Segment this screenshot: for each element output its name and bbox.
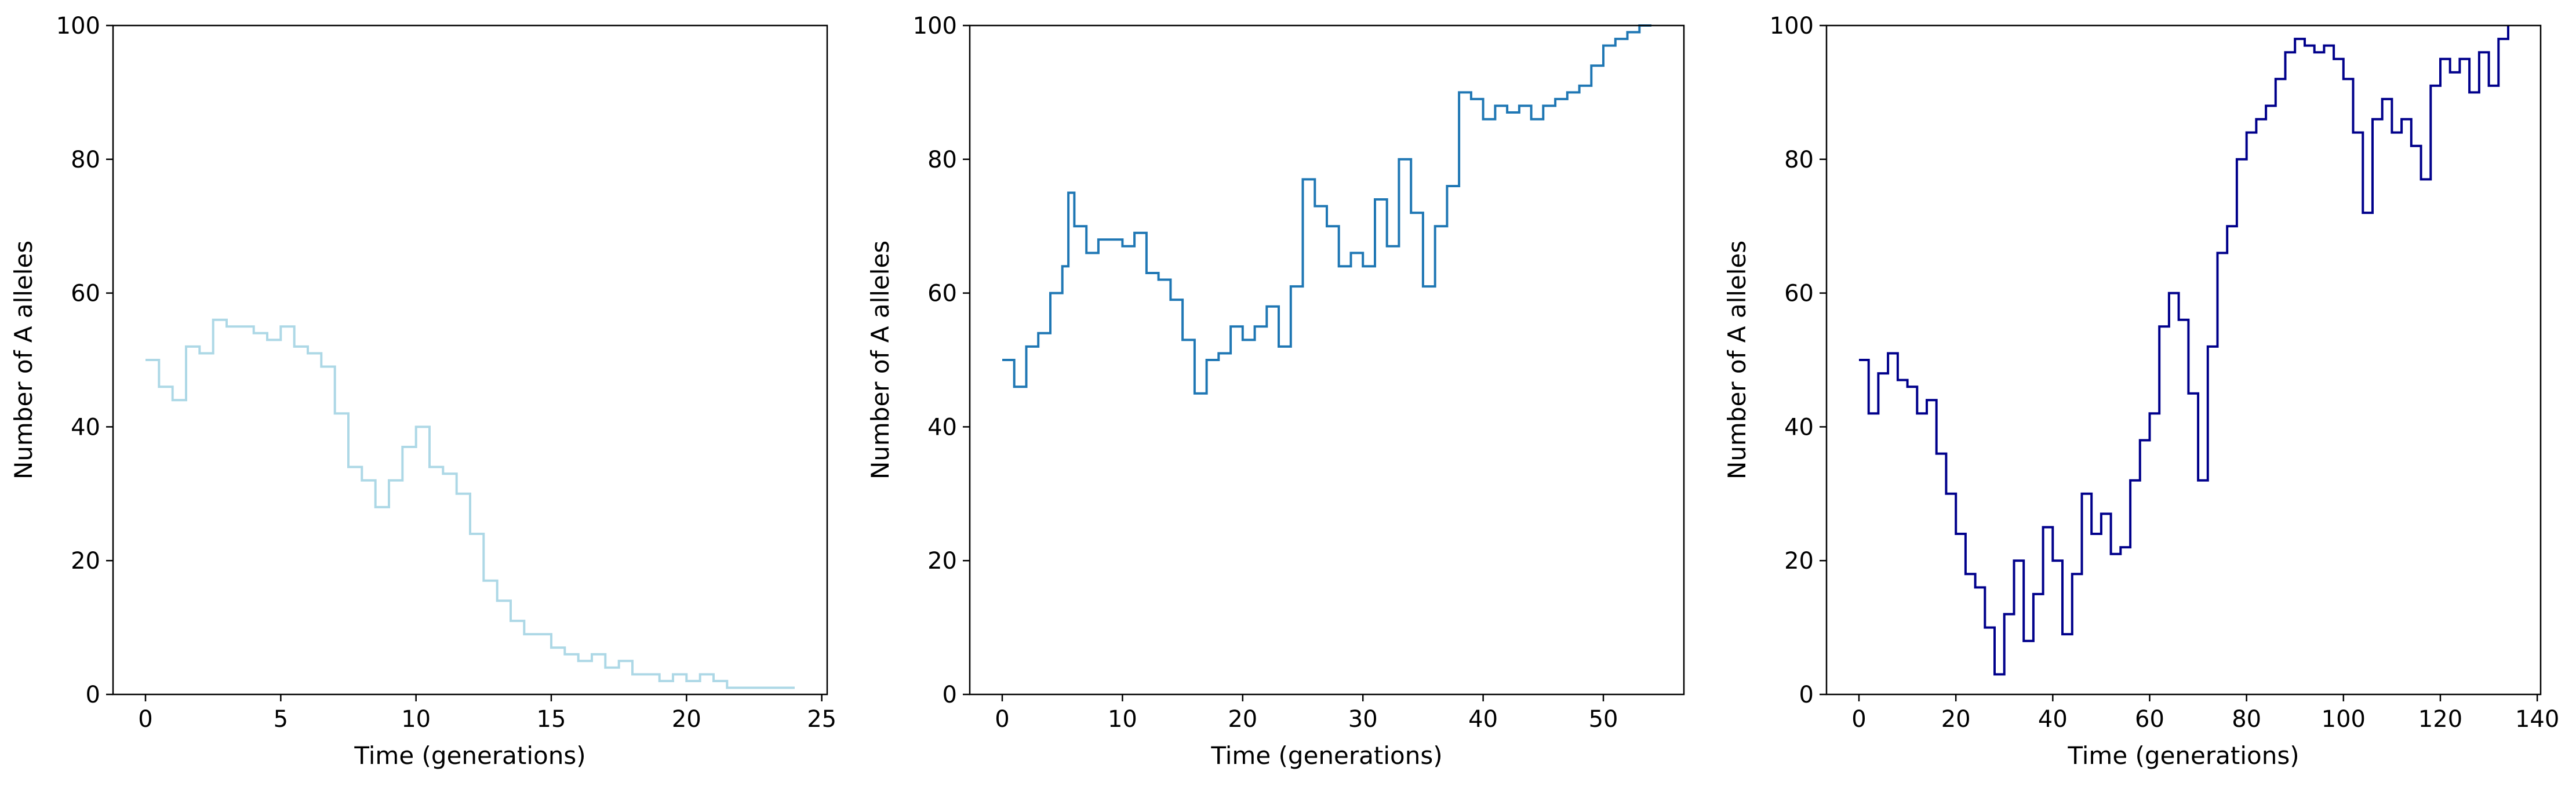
x-tick-label: 140 xyxy=(2515,706,2559,733)
x-tick-label: 100 xyxy=(2322,706,2366,733)
y-tick-label: 20 xyxy=(1784,548,1814,574)
chart-panel-2: 0 10 20 30 40 50 0 20 40 60 80 100 Time (generatio… xyxy=(866,13,1685,770)
series-line-1 xyxy=(1859,26,2509,676)
x-tick-label: 40 xyxy=(1468,706,1498,733)
plot-frame xyxy=(112,24,828,696)
y-tick-label: 60 xyxy=(1784,281,1814,307)
x-tick-label: 0 xyxy=(1851,706,1866,733)
x-tick-label: 0 xyxy=(138,706,152,733)
y-tick-label: 40 xyxy=(927,414,957,441)
y-tick-label: 80 xyxy=(1784,147,1814,173)
x-tick-label: 80 xyxy=(2232,706,2261,733)
x-tick-label: 20 xyxy=(672,706,701,733)
y-axis-label: Number of A alleles xyxy=(866,241,894,479)
y-tick-labels: 0 20 40 60 80 100 xyxy=(913,13,970,708)
x-tick-label: 20 xyxy=(1941,706,1971,733)
chart-panel-3: 0 20 40 60 80 100 120 140 0 20 40 60 80 100 Time (ge… xyxy=(1723,13,2559,770)
plot-frame xyxy=(969,24,1685,696)
x-tick-label: 60 xyxy=(2135,706,2164,733)
y-tick-label: 20 xyxy=(927,548,957,574)
x-axis-label: Time (generations) xyxy=(2067,741,2299,770)
y-tick-label: 80 xyxy=(927,147,957,173)
x-tick-label: 50 xyxy=(1589,706,1618,733)
y-tick-label: 20 xyxy=(71,548,100,574)
y-tick-label: 80 xyxy=(71,147,100,173)
y-tick-label: 100 xyxy=(913,13,957,39)
y-tick-label: 0 xyxy=(86,682,100,708)
x-axis-label: Time (generations) xyxy=(354,741,585,770)
x-tick-label: 0 xyxy=(995,706,1009,733)
y-tick-label: 100 xyxy=(1770,13,1814,39)
series-line-1 xyxy=(1002,24,1651,395)
x-tick-label: 40 xyxy=(2038,706,2068,733)
x-tick-label: 25 xyxy=(807,706,836,733)
x-axis-label: Time (generations) xyxy=(1210,741,1442,770)
y-tick-labels: 0 20 40 60 80 100 xyxy=(1770,13,1827,708)
y-axis-label: Number of A alleles xyxy=(1723,241,1751,479)
x-tick-label: 10 xyxy=(401,706,431,733)
y-tick-label: 40 xyxy=(71,414,100,441)
x-tick-label: 120 xyxy=(2418,706,2462,733)
x-tick-label: 30 xyxy=(1348,706,1378,733)
y-tick-label: 60 xyxy=(927,281,957,307)
y-tick-label: 0 xyxy=(1799,682,1814,708)
x-tick-labels: 0 5 10 15 20 25 xyxy=(138,694,836,733)
y-tick-labels: 0 20 40 60 80 100 xyxy=(56,13,113,708)
y-tick-label: 60 xyxy=(71,281,100,307)
x-tick-label: 15 xyxy=(537,706,566,733)
y-tick-label: 40 xyxy=(1784,414,1814,441)
y-axis-label: Number of A alleles xyxy=(9,241,38,479)
plot-frame xyxy=(1825,24,2542,696)
chart-panel-1: 0 5 10 15 20 25 0 20 40 60 80 100 Time (generation… xyxy=(9,13,836,770)
y-tick-label: 100 xyxy=(56,13,100,39)
x-tick-label: 10 xyxy=(1108,706,1137,733)
x-tick-label: 20 xyxy=(1228,706,1257,733)
series-line-1 xyxy=(145,318,795,689)
x-tick-labels: 0 10 20 30 40 50 xyxy=(995,694,1618,733)
x-tick-labels: 0 20 40 60 80 100 120 140 xyxy=(1851,694,2559,733)
y-tick-label: 0 xyxy=(943,682,957,708)
x-tick-label: 5 xyxy=(274,706,288,733)
